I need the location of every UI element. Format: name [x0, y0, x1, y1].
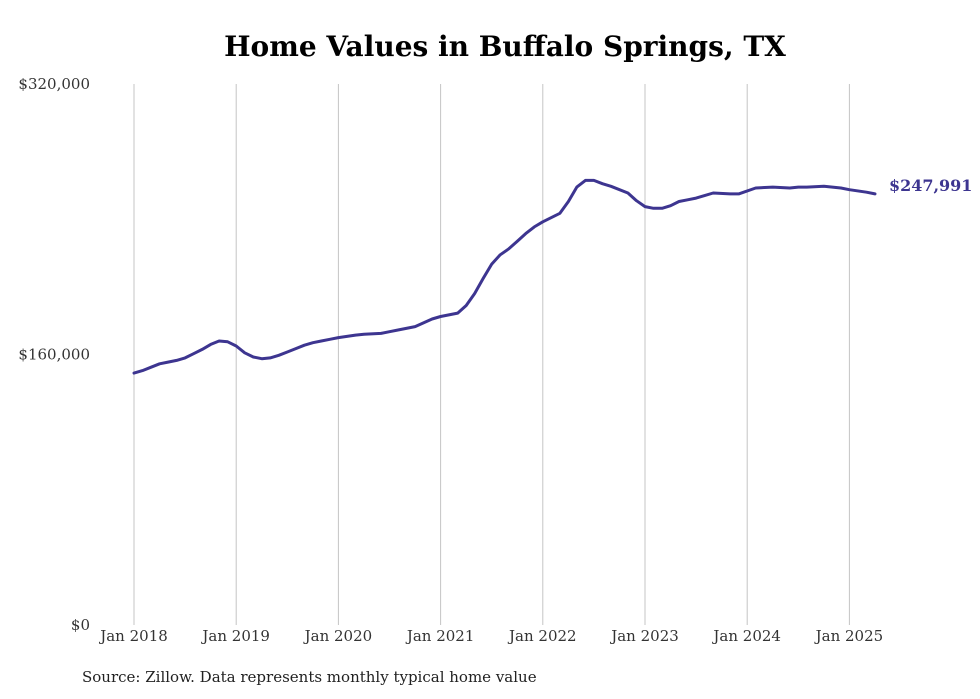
x-tick-label: Jan 2024	[711, 627, 781, 645]
series-line-0	[132, 178, 877, 375]
end-label-group: $247,991	[889, 176, 973, 195]
y-axis-tick-labels: $0 $160,000 $320,000	[18, 75, 90, 634]
source-note: Source: Zillow. Data represents monthly …	[82, 668, 537, 686]
chart-title: Home Values in Buffalo Springs, TX	[224, 30, 786, 63]
gridlines	[133, 84, 850, 625]
x-tick-label: Jan 2018	[98, 627, 168, 645]
x-tick-label: Jan 2020	[303, 627, 373, 645]
x-tick-label: Jan 2025	[814, 627, 884, 645]
x-tick-label: Jan 2021	[405, 627, 475, 645]
y-tick-label: $0	[71, 616, 90, 634]
y-tick-label: $320,000	[18, 75, 90, 93]
series-group	[132, 178, 877, 375]
x-tick-label: Jan 2022	[507, 627, 577, 645]
x-tick-label: Jan 2023	[609, 627, 679, 645]
y-tick-label: $160,000	[18, 346, 90, 364]
end-value-label: $247,991	[889, 176, 973, 195]
x-tick-label: Jan 2019	[200, 627, 270, 645]
x-axis-tick-labels: Jan 2018 Jan 2019 Jan 2020 Jan 2021 Jan 2022…	[98, 627, 883, 645]
